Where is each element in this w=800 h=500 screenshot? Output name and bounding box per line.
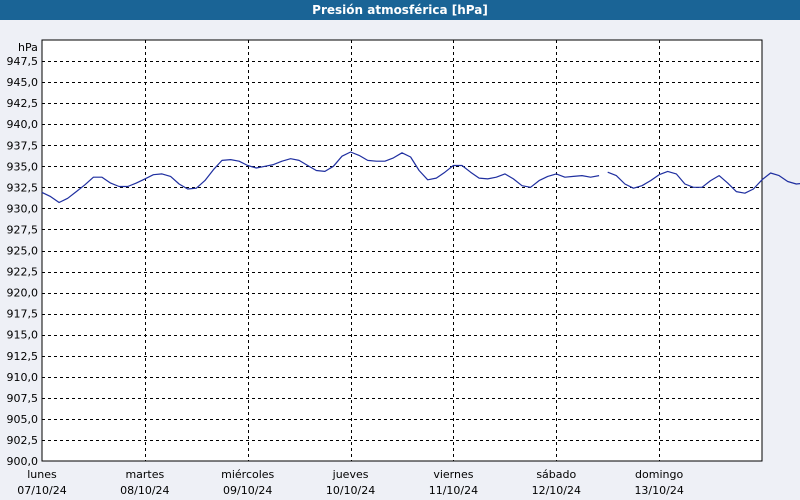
- y-tick-label: 937,5: [7, 139, 39, 152]
- series-group: [41, 151, 800, 204]
- x-axis-ticks: lunes 07/10/24 martes 08/10/24 miércoles 09/1…: [17, 468, 684, 497]
- y-tick-label: 935,0: [7, 160, 39, 173]
- y-tick-label: 912,5: [7, 350, 39, 363]
- x-tick-day: miércoles: [221, 468, 274, 481]
- y-tick-label: 925,0: [7, 245, 39, 258]
- pressure-line: [41, 151, 600, 204]
- x-tick-date: 12/10/24: [532, 484, 581, 497]
- y-tick-label: 905,0: [7, 413, 39, 426]
- x-tick-day: domingo: [635, 468, 683, 481]
- x-tick-date: 09/10/24: [223, 484, 272, 497]
- y-tick-label: 940,0: [7, 118, 39, 131]
- y-unit-label: hPa: [18, 41, 38, 54]
- x-tick-day: sábado: [536, 468, 576, 481]
- x-tick-date: 07/10/24: [17, 484, 66, 497]
- pressure-line: [607, 170, 800, 194]
- y-tick-label: 907,5: [7, 392, 39, 405]
- pressure-chart: hPa 900,0902,5905,0907,5910,0912,5915,09…: [7, 39, 800, 497]
- y-tick-label: 930,0: [7, 202, 39, 215]
- y-axis-ticks: 900,0 902,5 905,0 907,5 910,0 912,5 915,0 917,5…: [7, 55, 39, 468]
- y-tick-label: 920,0: [7, 287, 39, 300]
- y-tick-label: 942,5: [7, 97, 39, 110]
- chart-title: Presión atmosférica [hPa]: [0, 0, 800, 20]
- plot-area: [42, 40, 762, 461]
- x-tick-date: 10/10/24: [326, 484, 375, 497]
- y-tick-label: 915,0: [7, 329, 39, 342]
- x-tick-day: viernes: [433, 468, 473, 481]
- x-tick-date: 13/10/24: [634, 484, 683, 497]
- y-tick-label: 922,5: [7, 266, 39, 279]
- y-tick-label: 932,5: [7, 181, 39, 194]
- y-tick-label: 917,5: [7, 308, 39, 321]
- y-tick-label: 900,0: [7, 455, 39, 468]
- y-tick-label: 947,5: [7, 55, 39, 68]
- grid: [42, 40, 762, 461]
- y-tick-label: 927,5: [7, 223, 39, 236]
- plot-border: [41, 39, 763, 462]
- y-tick-label: 945,0: [7, 76, 39, 89]
- x-tick-day: lunes: [27, 468, 57, 481]
- x-tick-date: 08/10/24: [120, 484, 169, 497]
- x-tick-date: 11/10/24: [429, 484, 478, 497]
- y-tick-label: 910,0: [7, 371, 39, 384]
- x-tick-day: martes: [125, 468, 164, 481]
- x-tick-day: jueves: [332, 468, 369, 481]
- y-tick-label: 902,5: [7, 434, 39, 447]
